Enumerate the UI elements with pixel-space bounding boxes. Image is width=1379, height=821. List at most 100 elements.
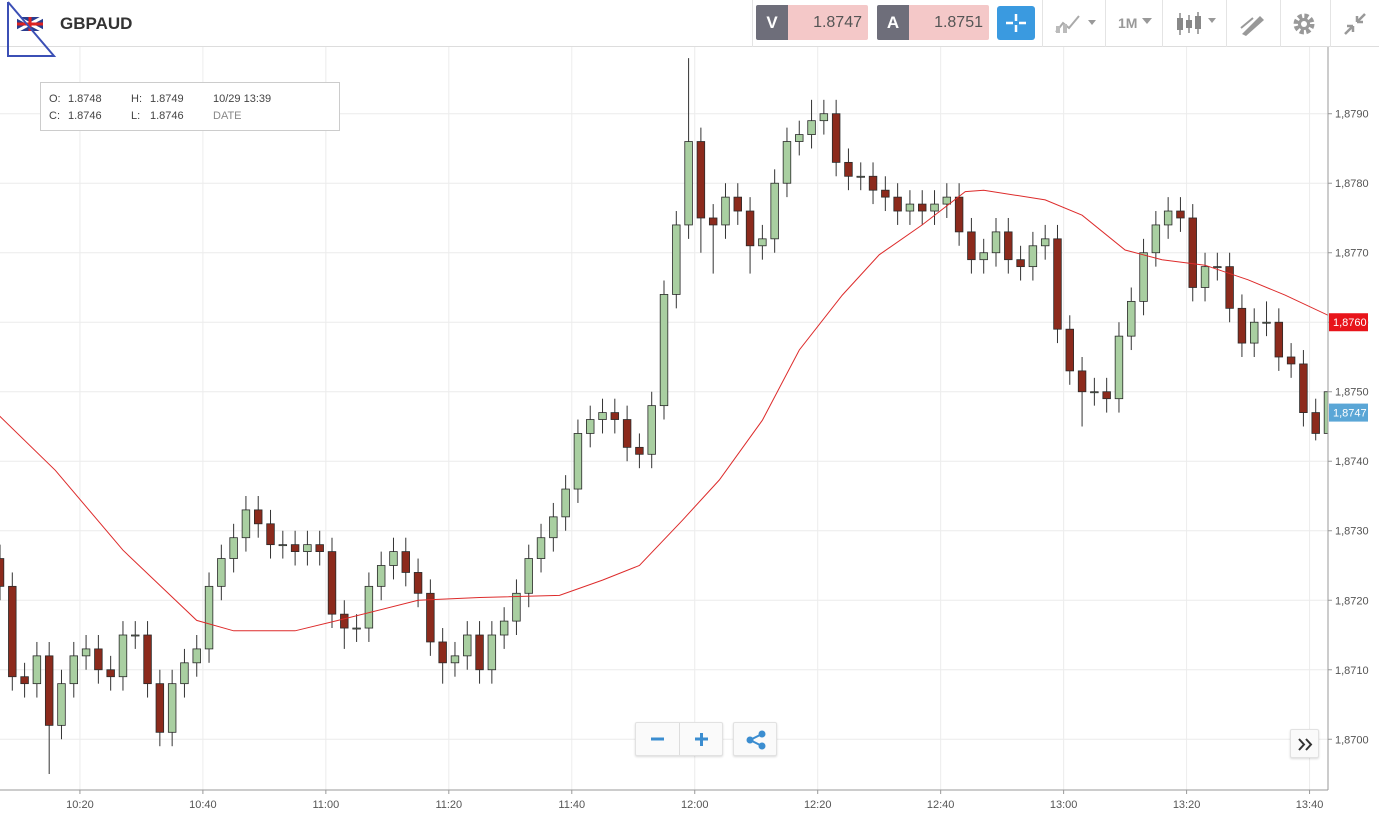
candle-body <box>303 544 312 553</box>
candle-body <box>979 252 988 261</box>
separator <box>1226 0 1227 47</box>
candle-body <box>1200 266 1210 288</box>
close-label: C: <box>49 110 60 122</box>
y-tick-label: 1,8740 <box>1335 456 1369 468</box>
candle-body <box>487 634 497 671</box>
candle-body <box>1250 321 1259 344</box>
candle-body <box>1053 238 1062 330</box>
candle-body <box>635 446 644 455</box>
high-value: 1.8749 <box>150 93 184 105</box>
candle-body <box>315 544 324 553</box>
candle-body <box>81 648 91 657</box>
zoom-in-button[interactable] <box>680 723 724 755</box>
candle-body <box>229 537 238 559</box>
chart-type-button[interactable] <box>1172 10 1222 38</box>
candle-body <box>0 558 5 587</box>
candle-body <box>1237 307 1247 344</box>
candle-body <box>1163 210 1173 226</box>
candle-body <box>1016 259 1025 268</box>
candle-body <box>610 412 620 420</box>
candle-body <box>413 572 423 594</box>
price-tag-label: 1,8760 <box>1333 317 1367 329</box>
candle-body <box>1090 391 1099 394</box>
candle-body <box>450 655 460 664</box>
x-tick-label: 12:20 <box>804 799 832 811</box>
candle-body <box>1127 300 1136 337</box>
x-tick-label: 12:00 <box>681 799 709 811</box>
candle-body <box>831 113 841 163</box>
bid-label[interactable]: V <box>756 5 788 40</box>
y-tick-label: 1,8770 <box>1335 248 1369 260</box>
candle-body <box>340 613 349 629</box>
candle-body <box>192 648 201 664</box>
candle-body <box>376 565 386 587</box>
share-button[interactable] <box>733 722 777 756</box>
open-value: 1.8748 <box>68 93 102 105</box>
separator <box>1162 0 1163 47</box>
price-tag <box>1329 313 1368 332</box>
drawing-button[interactable] <box>1238 10 1268 38</box>
moving-average-line <box>0 189 1328 632</box>
candle-body <box>1188 217 1197 288</box>
y-tick-label: 1,8730 <box>1335 526 1369 538</box>
candle-body <box>991 231 1001 254</box>
candle-body <box>1040 238 1050 247</box>
open-label: O: <box>49 93 61 105</box>
candle-body <box>807 120 816 135</box>
y-tick-label: 1,8790 <box>1335 109 1369 121</box>
candle-body <box>1139 252 1148 302</box>
zoom-out-button[interactable] <box>636 723 680 755</box>
candle-body <box>118 634 128 678</box>
separator <box>1042 0 1043 47</box>
candle-body <box>868 175 878 191</box>
candle-body <box>536 537 546 559</box>
candle-body <box>438 641 447 664</box>
symbol-flag[interactable] <box>0 0 58 58</box>
bid-price[interactable]: 1.8747 <box>788 5 868 40</box>
close-value: 1.8746 <box>68 110 102 122</box>
candle-body <box>573 433 583 490</box>
y-tick-label: 1,8720 <box>1335 595 1369 607</box>
settings-button[interactable] <box>1291 11 1317 37</box>
x-tick-label: 10:20 <box>66 799 94 811</box>
candle-body <box>1151 224 1161 254</box>
fullscreen-button[interactable] <box>1342 11 1368 37</box>
candle-body <box>893 196 902 212</box>
date-value: 10/29 13:39 <box>213 93 272 105</box>
candle-body <box>708 217 718 226</box>
candle-body <box>561 488 570 518</box>
candle-body <box>795 134 804 142</box>
candle-body <box>622 419 632 448</box>
ask-label[interactable]: A <box>877 5 909 40</box>
candle-body <box>721 196 730 226</box>
candle-body <box>32 655 42 685</box>
separator <box>679 723 680 755</box>
candle-body <box>819 113 829 122</box>
separator <box>1280 0 1281 47</box>
x-tick-label: 10:40 <box>189 799 217 811</box>
indicators-button[interactable] <box>1052 12 1102 36</box>
high-label: H: <box>131 93 142 105</box>
price-chart: 1,8700 1,8710 1,8720 1,8730 1,8740 1,8750 1,87… <box>0 47 1369 811</box>
candle-body <box>930 203 939 212</box>
candle-body <box>57 683 66 726</box>
candle-body <box>426 592 435 643</box>
candle-body <box>290 544 300 553</box>
candle-body <box>204 585 214 650</box>
x-tick-label: 13:00 <box>1050 799 1078 811</box>
candle-body <box>217 558 226 587</box>
candle-body <box>167 683 177 733</box>
candle-body <box>94 648 103 671</box>
candle-body <box>942 196 952 205</box>
date-label: DATE <box>213 110 242 122</box>
candle-body <box>1225 266 1234 309</box>
separator <box>1330 0 1331 47</box>
dropdown-arrow[interactable] <box>1140 16 1154 26</box>
candle-body <box>782 141 792 184</box>
scroll-right-button[interactable] <box>1290 729 1319 758</box>
timeframe-button[interactable]: 1M <box>1118 15 1138 31</box>
candle-body <box>278 544 288 547</box>
candle-body <box>241 509 251 539</box>
crosshair-button[interactable] <box>997 6 1035 40</box>
ask-price[interactable]: 1.8751 <box>909 5 989 40</box>
